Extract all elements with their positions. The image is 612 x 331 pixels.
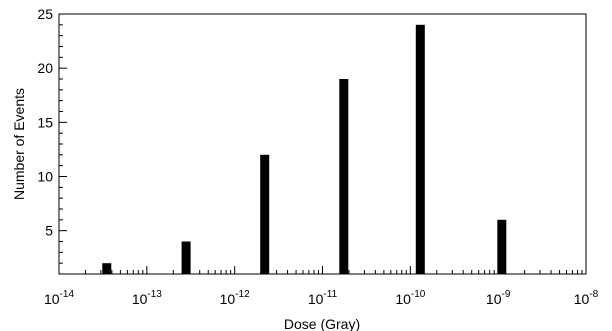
bar — [339, 79, 349, 274]
x-tick-label: 10-8 — [574, 289, 599, 307]
y-tick-label: 15 — [37, 114, 53, 130]
x-tick-label: 10-12 — [220, 289, 250, 307]
bar — [181, 241, 191, 274]
y-tick-label: 20 — [37, 60, 53, 76]
plot-frame — [58, 13, 587, 275]
x-tick-label: 10-13 — [132, 289, 162, 307]
bar — [497, 219, 507, 274]
y-tick-label: 10 — [37, 169, 53, 185]
x-tick-label: 10-10 — [395, 289, 425, 307]
x-tick-label: 10-14 — [44, 289, 74, 307]
bar — [260, 154, 270, 274]
x-tick-label: 10-9 — [486, 289, 511, 307]
y-tick-label: 5 — [45, 223, 53, 239]
x-axis-title: Dose (Gray) — [284, 316, 360, 331]
bar — [415, 24, 425, 274]
bar — [102, 263, 112, 274]
y-axis-title: Number of Events — [11, 88, 27, 200]
x-tick-label: 10-11 — [308, 289, 338, 307]
y-tick-label: 25 — [37, 6, 53, 22]
